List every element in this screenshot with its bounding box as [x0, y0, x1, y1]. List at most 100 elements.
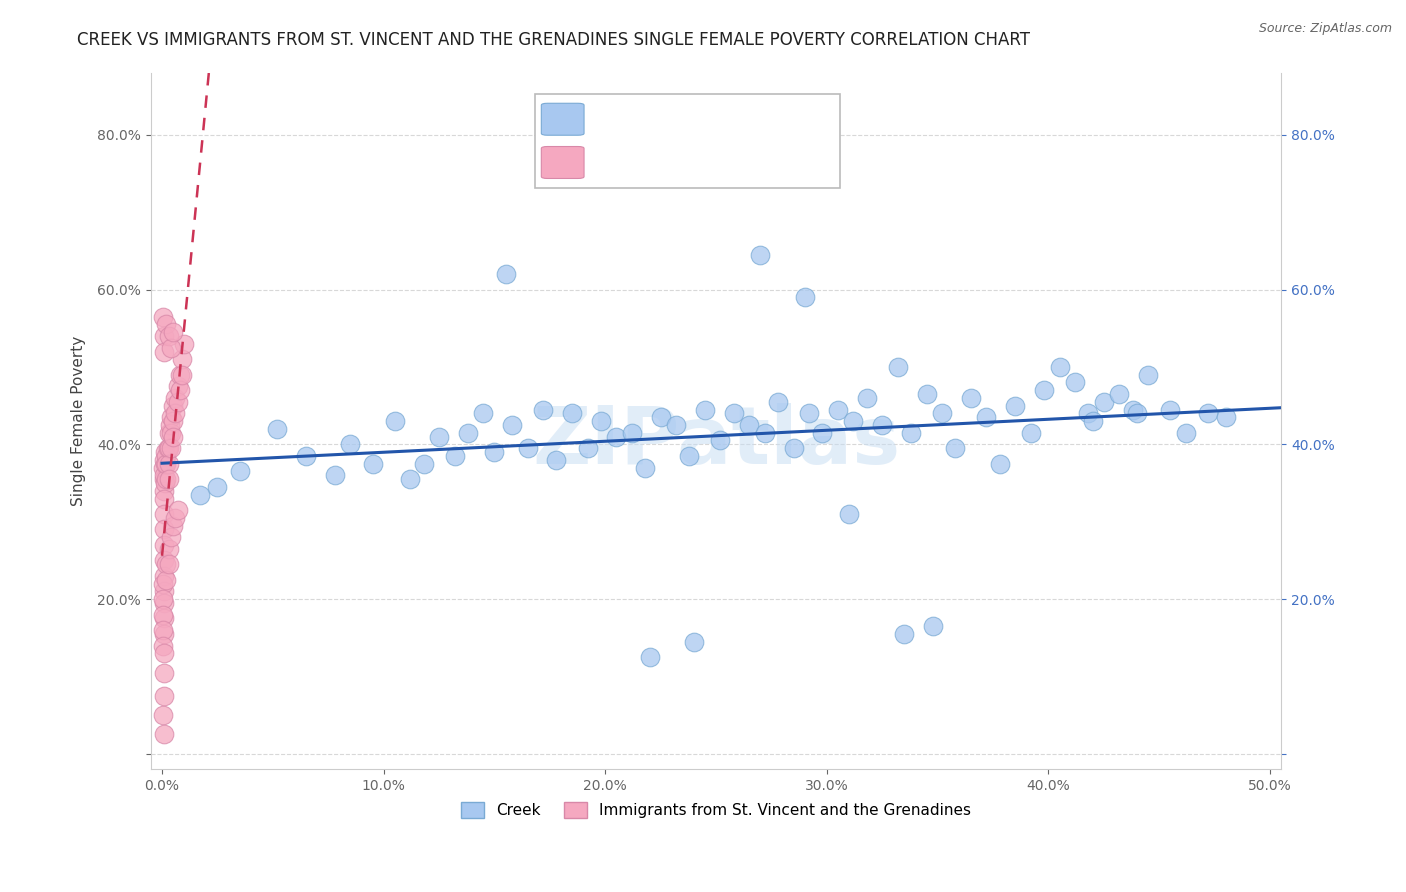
Point: [638, 650, 661, 665]
Point: [153, 523, 176, 537]
Point: [960, 391, 983, 405]
Point: [153, 665, 176, 680]
Point: [152, 592, 174, 607]
Point: [1064, 376, 1087, 390]
Point: [1137, 368, 1160, 382]
Point: [754, 425, 776, 440]
Point: [162, 399, 184, 413]
Point: [162, 414, 184, 428]
Point: [501, 417, 523, 432]
Point: [157, 457, 180, 471]
Point: [153, 491, 176, 506]
Point: [589, 414, 612, 428]
Point: [605, 429, 627, 443]
Point: [457, 425, 479, 440]
Point: [1159, 402, 1181, 417]
Point: [693, 402, 716, 417]
Point: [155, 558, 177, 572]
Point: [155, 472, 177, 486]
Point: [160, 441, 183, 455]
Point: [516, 441, 538, 455]
Point: [1122, 402, 1144, 417]
Point: [153, 584, 176, 599]
Point: [155, 457, 177, 471]
Point: [165, 511, 187, 525]
Point: [749, 248, 772, 262]
Point: [166, 394, 188, 409]
Point: [157, 472, 180, 486]
Point: [855, 391, 877, 405]
Point: [361, 457, 384, 471]
Point: [157, 425, 180, 440]
Point: [443, 449, 465, 463]
Point: [295, 449, 318, 463]
Point: [160, 530, 183, 544]
Point: [842, 414, 865, 428]
Point: [153, 569, 176, 583]
Point: [152, 460, 174, 475]
Point: [976, 410, 998, 425]
Point: [228, 465, 250, 479]
Legend: Creek, Immigrants from St. Vincent and the Grenadines: Creek, Immigrants from St. Vincent and t…: [456, 797, 977, 824]
Point: [484, 445, 506, 459]
Point: [922, 619, 945, 633]
Point: [887, 359, 910, 374]
Point: [173, 336, 195, 351]
Point: [152, 576, 174, 591]
Point: [793, 290, 815, 304]
Point: [931, 406, 953, 420]
Point: [893, 627, 915, 641]
Point: [153, 627, 176, 641]
Point: [152, 708, 174, 723]
Point: [1092, 394, 1115, 409]
Point: [650, 410, 672, 425]
Point: [166, 379, 188, 393]
Point: [797, 406, 820, 420]
Point: [738, 417, 761, 432]
Point: [945, 441, 967, 455]
Point: [160, 425, 183, 440]
Point: [323, 468, 346, 483]
Point: [838, 507, 860, 521]
Text: Source: ZipAtlas.com: Source: ZipAtlas.com: [1258, 22, 1392, 36]
Text: ZIPatlas: ZIPatlas: [531, 403, 900, 481]
Point: [153, 727, 176, 741]
Point: [153, 507, 176, 521]
Point: [153, 344, 176, 359]
Point: [811, 425, 834, 440]
Point: [152, 639, 174, 653]
Point: [1197, 406, 1219, 420]
Point: [157, 329, 180, 343]
Point: [827, 402, 849, 417]
Point: [157, 541, 180, 556]
Point: [155, 457, 177, 471]
Point: [155, 449, 177, 463]
Point: [1174, 425, 1197, 440]
Point: [915, 387, 938, 401]
Point: [723, 406, 745, 420]
Point: [427, 429, 450, 443]
Point: [157, 441, 180, 455]
Point: [153, 553, 176, 567]
Point: [153, 646, 176, 660]
Point: [531, 402, 554, 417]
Point: [1019, 425, 1042, 440]
Point: [153, 453, 176, 467]
Point: [170, 368, 193, 382]
Point: [495, 267, 517, 281]
Point: [870, 417, 893, 432]
Point: [165, 391, 187, 405]
Point: [170, 352, 193, 367]
Point: [546, 453, 568, 467]
Point: [155, 318, 177, 332]
Point: [472, 406, 495, 420]
Point: [1108, 387, 1130, 401]
Point: [159, 417, 181, 432]
Point: [634, 460, 657, 475]
Point: [620, 425, 643, 440]
Point: [207, 480, 229, 494]
Point: [1004, 399, 1026, 413]
Point: [153, 445, 176, 459]
Point: [766, 394, 789, 409]
Point: [153, 538, 176, 552]
